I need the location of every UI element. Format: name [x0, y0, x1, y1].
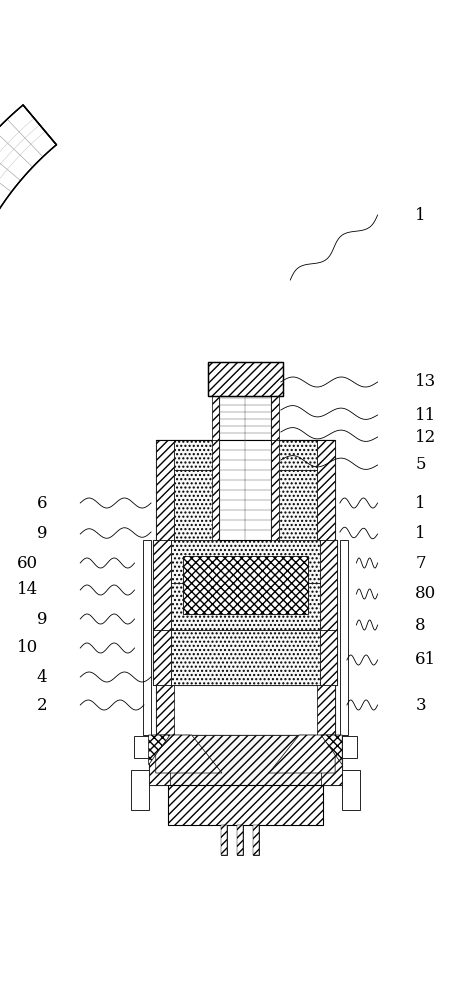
Bar [342, 770, 360, 810]
Text: 3: 3 [415, 696, 426, 714]
Bar [171, 583, 320, 630]
Bar [153, 630, 337, 685]
Bar [221, 825, 227, 855]
Bar [253, 825, 259, 855]
Polygon shape [0, 105, 57, 488]
Polygon shape [149, 735, 170, 765]
Bar [221, 825, 227, 855]
Bar [134, 736, 149, 758]
Text: 1: 1 [415, 494, 426, 512]
Bar [317, 685, 335, 735]
Bar [168, 785, 323, 825]
Bar [171, 630, 320, 685]
Bar [212, 370, 219, 440]
Bar [156, 685, 174, 735]
Bar [317, 440, 335, 540]
Bar [271, 440, 279, 540]
Text: 5: 5 [415, 456, 426, 473]
Bar [156, 440, 335, 540]
Text: 9: 9 [37, 525, 47, 542]
Bar [237, 825, 243, 855]
Bar [212, 440, 219, 540]
Text: 14: 14 [17, 582, 38, 598]
Bar [153, 630, 171, 685]
Bar [340, 540, 348, 735]
Bar [208, 362, 283, 396]
Text: 4: 4 [36, 668, 47, 686]
Text: 1: 1 [415, 207, 426, 224]
Text: 9: 9 [37, 610, 47, 628]
Polygon shape [321, 735, 342, 765]
Polygon shape [156, 735, 222, 773]
Bar [171, 540, 320, 583]
Bar [208, 362, 283, 396]
Bar [149, 735, 342, 785]
Text: 1: 1 [415, 525, 426, 542]
Bar [271, 370, 279, 440]
Bar [320, 630, 337, 685]
Bar [320, 735, 342, 785]
Bar [170, 735, 320, 785]
Bar [219, 370, 271, 440]
Text: 2: 2 [36, 696, 47, 714]
Bar [143, 540, 151, 735]
Text: 61: 61 [415, 652, 437, 668]
Text: 6: 6 [37, 494, 47, 512]
Text: 80: 80 [415, 585, 437, 602]
Bar [149, 735, 170, 785]
Text: 12: 12 [415, 428, 437, 446]
Bar [174, 470, 317, 540]
Bar [153, 540, 337, 630]
Text: 11: 11 [415, 406, 437, 424]
Bar [342, 736, 357, 758]
Text: 10: 10 [17, 640, 38, 656]
Bar [156, 440, 174, 540]
Bar [320, 540, 337, 630]
Bar [156, 685, 335, 735]
Bar [253, 825, 259, 855]
Bar [219, 440, 271, 540]
Bar [131, 770, 149, 810]
Text: 7: 7 [415, 554, 426, 571]
Text: 13: 13 [415, 373, 437, 390]
Bar [174, 440, 317, 470]
Text: 8: 8 [415, 616, 426, 634]
Bar [183, 556, 308, 614]
Polygon shape [269, 735, 335, 773]
Bar [153, 540, 171, 630]
Bar [237, 825, 243, 855]
Text: 60: 60 [17, 554, 38, 571]
